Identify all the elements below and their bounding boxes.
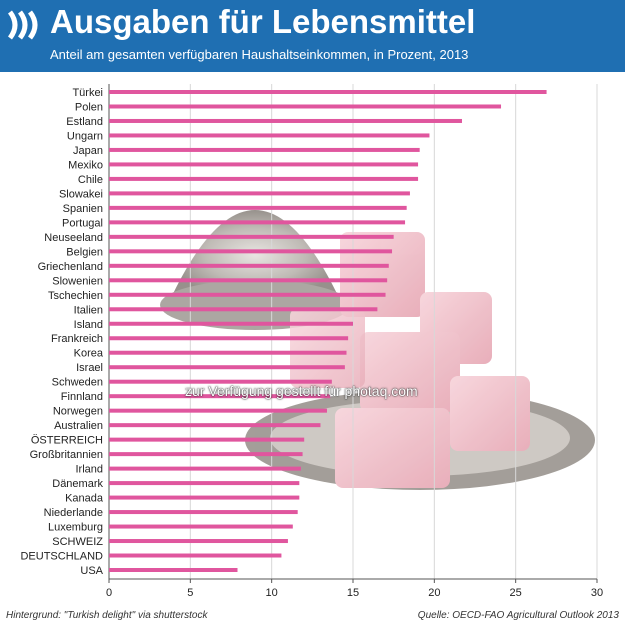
category-label: Finnland: [61, 391, 103, 403]
category-label: Polen: [75, 101, 103, 113]
category-label: USA: [80, 565, 103, 577]
bar: [109, 408, 327, 413]
bar: [109, 249, 393, 254]
bar: [109, 147, 420, 152]
bar: [109, 220, 406, 225]
bar: [109, 379, 332, 384]
bar: [109, 307, 378, 312]
bar: [109, 481, 300, 486]
bar: [109, 176, 419, 181]
category-label: Slowenien: [52, 275, 103, 287]
category-label: Großbritannien: [30, 449, 103, 461]
bar: [109, 104, 502, 109]
bar-chart: Türkei Polen Estland Ungarn Japan Mexiko Chile…: [20, 84, 603, 599]
bar: [109, 495, 300, 500]
category-label: Island: [74, 319, 103, 331]
watermark-text: zur Verfügung gestellt für photaq.com: [185, 383, 418, 399]
bar: [109, 394, 331, 399]
category-label: Kanada: [65, 493, 104, 505]
category-label: Portugal: [62, 217, 103, 229]
category-label: Spanien: [63, 203, 103, 215]
bar: [109, 510, 298, 515]
bar: [109, 539, 288, 544]
category-label: Korea: [74, 348, 104, 360]
x-tick-label: 30: [591, 587, 603, 599]
bar: [109, 350, 347, 355]
bar: [109, 365, 345, 370]
category-label: Türkei: [72, 87, 103, 99]
footer-credit: Hintergrund: "Turkish delight" via shutt…: [6, 610, 208, 621]
page-subtitle: Anteil am gesamten verfügbaren Haushalts…: [50, 47, 469, 62]
category-label: Dänemark: [52, 478, 103, 490]
category-label: Japan: [73, 145, 103, 157]
bar: [109, 437, 305, 442]
bar: [109, 263, 389, 268]
category-label: Schweden: [52, 377, 103, 389]
footer-source: Quelle: OECD-FAO Agricultural Outlook 20…: [417, 610, 619, 621]
bar: [109, 234, 394, 239]
bar: [109, 118, 462, 123]
bar: [109, 205, 407, 210]
x-tick-label: 20: [428, 587, 440, 599]
header-bar: Ausgaben für Lebensmittel Anteil am gesa…: [0, 0, 625, 72]
bar: [109, 133, 430, 138]
bar: [109, 553, 282, 558]
bar: [109, 466, 301, 471]
category-label: Tschechien: [48, 290, 103, 302]
category-label: Mexiko: [68, 159, 103, 171]
category-label: Slowakei: [59, 188, 103, 200]
x-tick-label: 15: [347, 587, 359, 599]
category-label: DEUTSCHLAND: [20, 551, 103, 563]
bar: [109, 452, 303, 457]
turkish-delight-background: [160, 210, 595, 490]
x-tick-label: 10: [266, 587, 278, 599]
bar: [109, 191, 410, 196]
category-label: SCHWEIZ: [52, 536, 103, 548]
x-tick-label: 5: [187, 587, 193, 599]
oecd-logo-icon: [7, 10, 38, 40]
category-label: Estland: [66, 116, 103, 128]
category-label: Italien: [74, 304, 103, 316]
x-tick-label: 25: [510, 587, 522, 599]
bar: [109, 423, 321, 428]
category-label: Ungarn: [67, 130, 103, 142]
bar: [109, 90, 547, 94]
bar: [109, 336, 349, 341]
category-label: Griechenland: [38, 261, 103, 273]
category-label: Australien: [54, 420, 103, 432]
category-label: Luxemburg: [48, 522, 103, 534]
x-tick-label: 0: [106, 587, 112, 599]
category-label: Neuseeland: [44, 232, 103, 244]
category-label: Norwegen: [53, 406, 103, 418]
category-label: Niederlande: [44, 507, 103, 519]
bar: [109, 568, 238, 572]
category-label: Belgien: [66, 246, 103, 258]
page-title: Ausgaben für Lebensmittel: [50, 3, 476, 40]
bar: [109, 278, 388, 283]
category-label: Irland: [75, 464, 103, 476]
category-label: ÖSTERREICH: [31, 435, 103, 447]
bar: [109, 292, 386, 297]
bar: [109, 162, 419, 167]
category-label: Chile: [78, 174, 103, 186]
category-label: Israel: [76, 362, 103, 374]
bar: [109, 524, 293, 529]
category-label: Frankreich: [51, 333, 103, 345]
bar: [109, 321, 353, 326]
